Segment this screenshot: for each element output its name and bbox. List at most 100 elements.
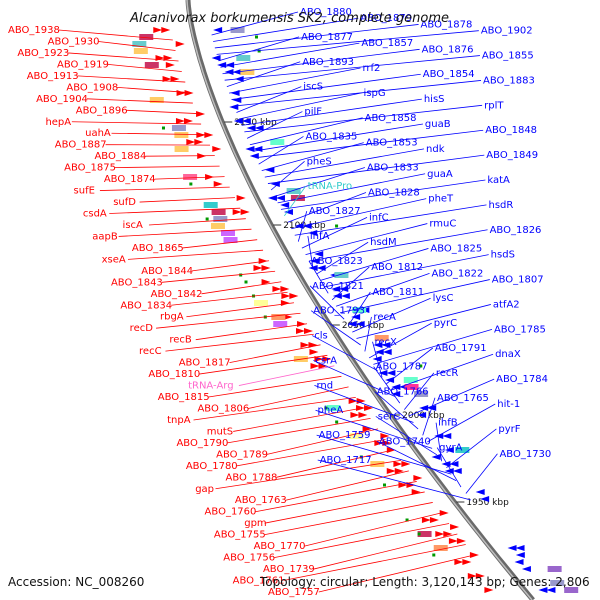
- reverse-gene-arrow: [224, 69, 234, 75]
- left-gene-leader: [98, 41, 176, 51]
- left-gene-label: uahA: [85, 128, 111, 139]
- forward-gene-arrow: [413, 475, 423, 481]
- left-gene-leader: [201, 281, 282, 295]
- reverse-gene-arrow: [351, 314, 361, 320]
- forward-gene-arrow: [454, 559, 464, 565]
- cog-block: [326, 405, 341, 411]
- reverse-gene-arrow: [515, 545, 525, 551]
- cog-block: [455, 447, 470, 453]
- reverse-gene-arrow: [514, 559, 524, 565]
- left-gene-label: ABO_1815: [158, 392, 210, 403]
- right-gene-label: ABO_1883: [483, 75, 535, 86]
- left-gene-leader: [313, 533, 458, 570]
- right-gene-label: ABO_1878: [421, 19, 473, 30]
- left-gene-label: gpm: [244, 518, 266, 529]
- forward-gene-arrow: [469, 552, 479, 558]
- right-gene-label: ABO_1826: [490, 225, 542, 236]
- right-gene-label: tRNA-Pro: [308, 181, 352, 192]
- reverse-gene-arrow: [294, 223, 304, 229]
- forward-gene-arrow: [258, 258, 268, 264]
- left-gene-label: iscA: [123, 220, 143, 231]
- left-gene-label: recD: [130, 323, 154, 334]
- forward-gene-arrow: [196, 111, 206, 117]
- cog-block: [230, 27, 245, 33]
- reverse-gene-arrow: [253, 146, 263, 152]
- right-gene-label: ABO_1835: [305, 131, 357, 142]
- right-gene-label: ndk: [426, 144, 445, 155]
- cog-block: [273, 321, 288, 327]
- right-gene-label: dnaX: [495, 349, 521, 360]
- right-gene-leader: [220, 42, 360, 68]
- reverse-gene-arrow: [275, 195, 285, 201]
- reverse-gene-arrow: [444, 468, 454, 474]
- left-gene-label: ABO_1908: [66, 82, 118, 93]
- left-gene-label: ABO_1761: [233, 576, 285, 587]
- right-gene-label: ABO_1759: [319, 430, 371, 441]
- right-gene-label: ABO_1765: [437, 393, 489, 404]
- map-title: Alcanivorax borkumensis SK2, complete ge…: [129, 11, 449, 26]
- left-gene-label: tnpA: [167, 415, 191, 426]
- right-gene-leader: [236, 86, 302, 113]
- left-gene-leader: [236, 438, 386, 467]
- reverse-gene-arrow: [331, 286, 341, 292]
- reverse-gene-arrow: [452, 468, 462, 474]
- cog-block: [223, 237, 238, 243]
- left-gene-leader: [285, 470, 409, 501]
- right-gene-leader: [222, 48, 420, 75]
- left-gene-label: ABO_1834: [120, 300, 172, 311]
- right-gene-leader: [374, 391, 419, 430]
- left-gene-leader: [238, 365, 335, 386]
- right-gene-label: ABO_1825: [430, 243, 482, 254]
- forward-gene-arrow: [194, 139, 204, 145]
- forward-gene-arrow: [484, 587, 494, 593]
- left-gene-label: ABO_1780: [186, 461, 238, 472]
- right-gene-leader: [229, 67, 361, 94]
- left-gene-label: recB: [169, 335, 192, 346]
- left-gene-label: ABO_1790: [176, 438, 228, 449]
- left-gene-leader: [193, 396, 356, 421]
- forward-gene-arrow: [393, 461, 403, 467]
- left-gene-label: ABO_1810: [148, 369, 200, 380]
- reverse-gene-arrow: [280, 202, 290, 208]
- forward-gene-arrow: [421, 517, 431, 523]
- forward-gene-arrow: [358, 412, 368, 418]
- left-gene-leader: [114, 165, 220, 169]
- right-gene-leader: [270, 161, 305, 191]
- left-gene-leader: [283, 544, 466, 581]
- reverse-gene-arrow: [241, 118, 251, 124]
- right-gene-label: hsdS: [491, 250, 515, 261]
- forward-gene-arrow: [240, 209, 250, 215]
- reverse-gene-arrow: [381, 342, 391, 348]
- right-gene-leader: [316, 241, 369, 275]
- reverse-gene-arrow: [340, 293, 350, 299]
- gc-marker: [244, 280, 248, 284]
- left-gene-leader: [107, 64, 182, 72]
- reverse-gene-arrow: [232, 97, 242, 103]
- right-gene-leader: [324, 254, 489, 288]
- left-gene-label: xseA: [102, 254, 126, 265]
- left-gene-label: ABO_1938: [8, 25, 60, 36]
- right-gene-leader: [214, 24, 419, 49]
- cog-block: [221, 230, 236, 236]
- left-gene-leader: [182, 239, 258, 249]
- left-gene-leader: [156, 312, 301, 329]
- reverse-gene-arrow: [314, 251, 324, 257]
- gc-marker: [335, 420, 339, 424]
- right-gene-label: rplT: [484, 100, 504, 111]
- cog-block: [271, 314, 286, 320]
- gc-marker: [405, 518, 409, 522]
- reverse-gene-arrow: [233, 118, 243, 124]
- right-gene-label: ABO_1880: [300, 7, 352, 18]
- left-gene-label: recC: [139, 346, 162, 357]
- right-gene-leader: [386, 347, 434, 385]
- right-gene-leader: [255, 129, 484, 159]
- left-gene-leader: [68, 52, 179, 62]
- reverse-gene-arrow: [385, 377, 395, 383]
- forward-gene-arrow: [163, 55, 173, 61]
- kbp-label: 1950 kbp: [466, 498, 509, 508]
- reverse-gene-arrow: [213, 27, 223, 33]
- right-gene-leader: [241, 98, 422, 126]
- reverse-gene-arrow: [332, 293, 342, 299]
- forward-gene-arrow: [253, 265, 263, 271]
